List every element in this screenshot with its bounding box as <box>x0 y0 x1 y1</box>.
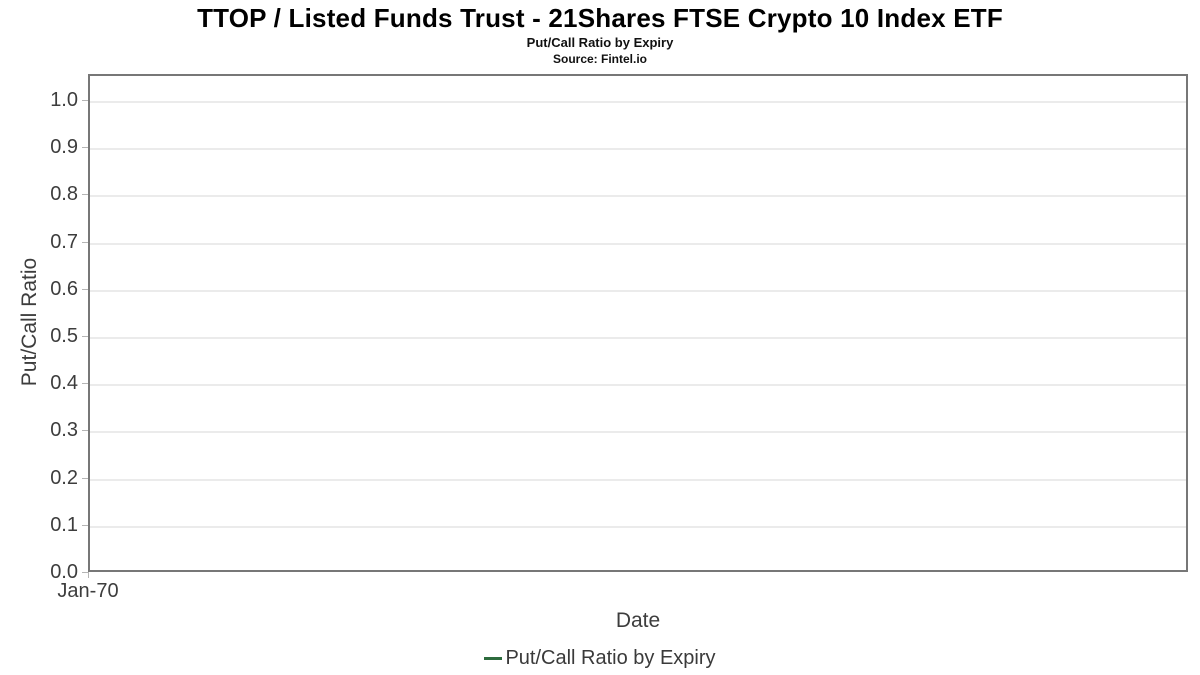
y-tick-label-0.3: 0.3 <box>50 419 78 441</box>
chart-source: Source: Fintel.io <box>552 52 647 66</box>
chart-title: TTOP / Listed Funds Trust - 21Shares FTS… <box>197 3 1003 33</box>
gridline-y-0.3 <box>90 431 1186 433</box>
y-tick-mark-0.8 <box>82 194 88 195</box>
gridline-y-0.8 <box>90 195 1186 197</box>
legend-label: Put/Call Ratio by Expiry <box>505 647 716 669</box>
gridline-y-0.1 <box>90 526 1186 528</box>
y-tick-mark-0.5 <box>82 336 88 337</box>
y-tick-mark-0.3 <box>82 430 88 431</box>
legend: Put/Call Ratio by Expiry <box>0 647 1200 670</box>
y-tick-label-0.0: 0.0 <box>50 561 78 583</box>
gridline-y-0.2 <box>90 479 1186 481</box>
y-tick-label-0.7: 0.7 <box>50 231 78 253</box>
y-tick-label-0.6: 0.6 <box>50 278 78 300</box>
y-tick-label-0.1: 0.1 <box>50 514 78 536</box>
y-tick-mark-0.9 <box>82 147 88 148</box>
y-tick-mark-0.0 <box>82 572 88 573</box>
y-tick-mark-1.0 <box>82 100 88 101</box>
y-tick-label-0.8: 0.8 <box>50 183 78 205</box>
y-tick-label-0.5: 0.5 <box>50 325 78 347</box>
y-tick-label-0.9: 0.9 <box>50 136 78 158</box>
gridline-y-0.5 <box>90 337 1186 339</box>
y-tick-mark-0.1 <box>82 525 88 526</box>
y-tick-mark-0.7 <box>82 242 88 243</box>
y-tick-mark-0.4 <box>82 383 88 384</box>
y-tick-label-0.2: 0.2 <box>50 467 78 489</box>
y-tick-mark-0.6 <box>82 289 88 290</box>
gridline-y-0.6 <box>90 290 1186 292</box>
x-axis-label: Date <box>615 609 661 632</box>
legend-line-marker-icon <box>484 657 503 660</box>
x-tick-mark-Jan-70 <box>88 572 89 578</box>
gridline-y-0.4 <box>90 384 1186 386</box>
x-axis-tick-label: Jan-70 <box>57 580 119 602</box>
plot-area <box>88 74 1188 572</box>
gridline-y-0.7 <box>90 243 1186 245</box>
gridline-y-0.9 <box>90 148 1186 150</box>
y-tick-label-0.4: 0.4 <box>50 372 78 394</box>
y-tick-mark-0.2 <box>82 478 88 479</box>
y-tick-label-1.0: 1.0 <box>50 89 78 111</box>
chart-subtitle: Put/Call Ratio by Expiry <box>526 35 674 50</box>
gridline-y-1.0 <box>90 101 1186 103</box>
